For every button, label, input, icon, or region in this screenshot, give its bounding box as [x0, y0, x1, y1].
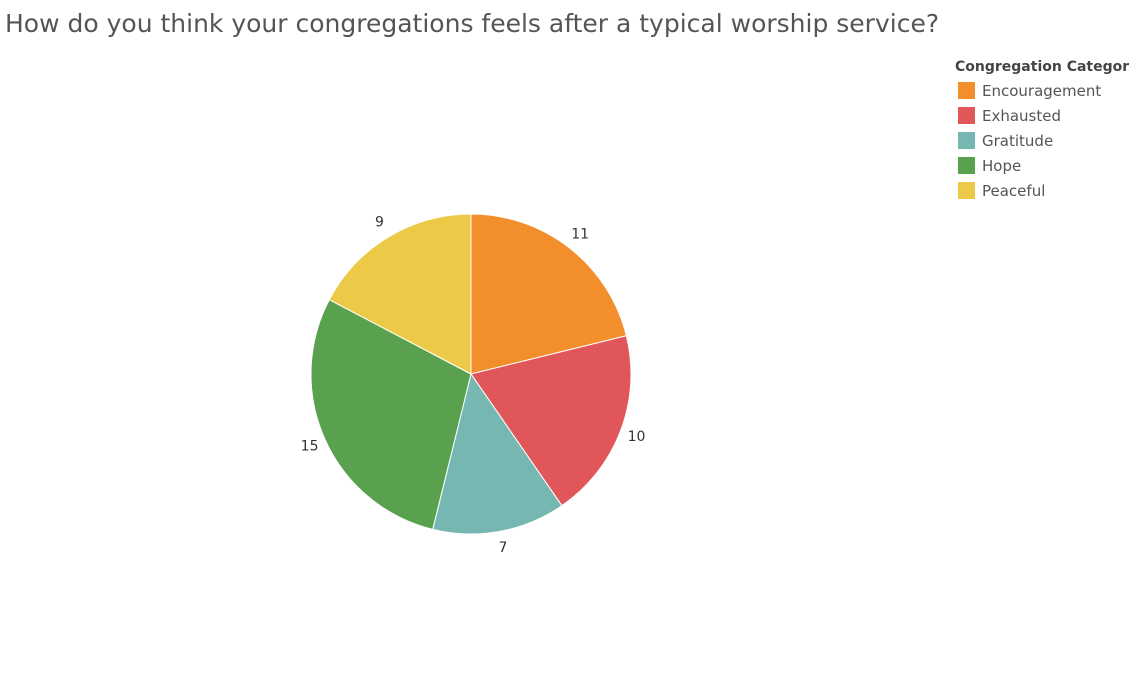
chart-title: How do you think your congregations feel…: [5, 9, 940, 38]
slice-label-encouragement: 11: [571, 227, 589, 243]
legend: Congregation Category Encouragement Exhau…: [955, 59, 1129, 203]
slice-label-peaceful: 9: [375, 215, 384, 231]
legend-label: Peaceful: [982, 181, 1046, 200]
legend-swatch: [958, 132, 975, 149]
pie-slice-peaceful[interactable]: [328, 213, 472, 375]
legend-item-encouragement[interactable]: Encouragement: [955, 78, 1129, 103]
legend-swatch: [958, 107, 975, 124]
legend-title: Congregation Category: [955, 59, 1129, 75]
slice-label-exhausted: 10: [628, 429, 646, 445]
legend-label: Encouragement: [982, 81, 1102, 100]
legend-item-hope[interactable]: Hope: [955, 153, 1129, 178]
legend-swatch: [958, 182, 975, 199]
pie-slice-exhausted[interactable]: [470, 335, 632, 507]
legend-item-gratitude[interactable]: Gratitude: [955, 128, 1129, 153]
legend-label: Exhausted: [982, 106, 1062, 125]
legend-swatch: [958, 157, 975, 174]
legend-item-exhausted[interactable]: Exhausted: [955, 103, 1129, 128]
legend-item-peaceful[interactable]: Peaceful: [955, 178, 1129, 203]
legend-label: Hope: [982, 156, 1022, 175]
slice-label-hope: 15: [301, 439, 319, 455]
pie-slice-gratitude[interactable]: [432, 372, 563, 535]
pie-slice-hope[interactable]: [310, 298, 472, 530]
legend-label: Gratitude: [982, 131, 1054, 150]
legend-swatch: [958, 82, 975, 99]
pie-slice-encouragement[interactable]: [470, 213, 627, 375]
slice-label-gratitude: 7: [498, 540, 507, 556]
